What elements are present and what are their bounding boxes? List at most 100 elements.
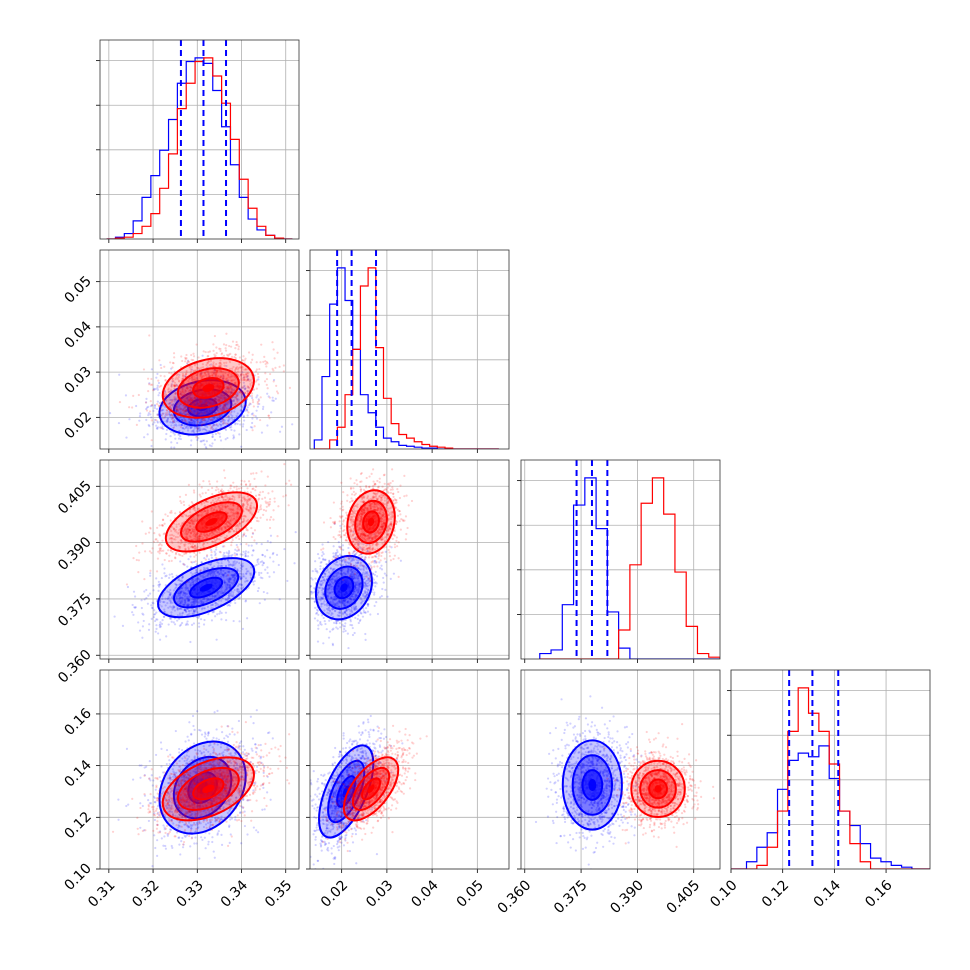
scatter-point	[215, 423, 218, 426]
scatter-point	[188, 399, 191, 402]
scatter-point	[198, 404, 202, 407]
scatter-point	[215, 369, 219, 372]
scatter-point	[169, 600, 172, 604]
scatter-point	[191, 368, 194, 371]
scatter-point	[243, 497, 246, 500]
scatter-point	[236, 412, 239, 415]
scatter-point	[223, 555, 226, 559]
scatter-point	[174, 512, 177, 515]
scatter-point	[139, 412, 142, 415]
scatter-point	[242, 550, 245, 553]
scatter-point	[188, 377, 191, 380]
scatter-point	[239, 408, 243, 412]
scatter-point	[181, 603, 184, 606]
scatter-point	[187, 386, 190, 389]
scatter-point	[163, 396, 166, 399]
scatter-point	[219, 408, 222, 411]
scatter-point	[229, 345, 233, 348]
scatter-point	[182, 394, 185, 397]
scatter-point	[175, 410, 178, 413]
scatter-point	[168, 560, 171, 563]
scatter-point	[241, 586, 245, 589]
scatter-point	[246, 390, 249, 393]
scatter-point	[200, 400, 203, 404]
scatter-point	[185, 425, 188, 429]
scatter-point	[187, 395, 190, 398]
scatter-point	[232, 509, 235, 512]
scatter-point	[210, 444, 213, 448]
contour-red	[192, 377, 225, 399]
contour-red	[176, 367, 240, 409]
scatter-point	[220, 409, 223, 412]
scatter-point	[249, 497, 252, 500]
scatter-point	[272, 518, 275, 521]
scatter-point	[226, 559, 230, 562]
scatter-point	[213, 401, 216, 404]
scatter-point	[150, 444, 153, 448]
scatter-point	[224, 598, 227, 602]
scatter-point	[174, 406, 177, 409]
scatter-point	[216, 571, 219, 574]
scatter-point	[176, 398, 179, 401]
scatter-point	[188, 406, 191, 409]
scatter-point	[224, 506, 227, 509]
scatter-point	[232, 574, 235, 577]
scatter-point	[234, 381, 237, 385]
scatter-point	[200, 376, 203, 380]
scatter-point	[241, 359, 244, 362]
scatter-point	[242, 533, 246, 536]
scatter-point	[244, 599, 248, 602]
scatter-point	[235, 561, 239, 564]
scatter-point	[252, 388, 256, 391]
scatter-point	[226, 391, 229, 394]
scatter-point	[189, 392, 192, 395]
scatter-point	[263, 598, 266, 601]
scatter-point	[237, 534, 240, 538]
scatter-point	[194, 379, 197, 382]
scatter-point	[185, 353, 188, 357]
scatter-point	[221, 422, 224, 425]
scatter-point	[170, 537, 173, 540]
scatter-point	[195, 427, 198, 430]
scatter-point	[234, 422, 237, 425]
scatter-point	[200, 538, 204, 541]
scatter-point	[216, 509, 219, 512]
scatter-point	[219, 489, 223, 492]
scatter-point	[176, 402, 180, 406]
scatter-point	[180, 539, 183, 543]
scatter-point	[168, 405, 171, 408]
scatter-point	[214, 489, 218, 492]
scatter-point	[220, 611, 223, 615]
scatter-point	[227, 594, 231, 597]
scatter-point	[252, 487, 255, 490]
scatter-point	[205, 597, 209, 600]
y-tick-label: 0.02	[61, 409, 94, 442]
scatter-point	[229, 484, 232, 487]
scatter-point	[190, 601, 193, 604]
scatter-point	[164, 416, 167, 419]
scatter-point	[237, 548, 240, 551]
scatter-point	[151, 607, 154, 610]
scatter-point	[247, 509, 250, 512]
scatter-point	[166, 590, 169, 593]
scatter-point	[158, 391, 161, 395]
scatter-point	[257, 493, 261, 496]
scatter-point	[194, 599, 197, 602]
scatter-point	[191, 598, 194, 601]
scatter-point	[225, 403, 228, 406]
scatter-point	[246, 376, 249, 379]
scatter-point	[216, 603, 219, 606]
scatter-point	[256, 559, 259, 562]
scatter-point	[187, 589, 190, 592]
scatter-point	[223, 419, 226, 422]
panel-content	[108, 332, 294, 449]
scatter-point	[230, 404, 233, 407]
scatter-point	[138, 551, 141, 554]
scatter-point	[205, 440, 208, 443]
scatter-point	[188, 366, 191, 369]
scatter-point	[182, 593, 185, 597]
scatter-point	[255, 379, 258, 382]
scatter-point	[257, 498, 260, 501]
scatter-point	[214, 595, 217, 598]
scatter-point	[197, 537, 201, 540]
